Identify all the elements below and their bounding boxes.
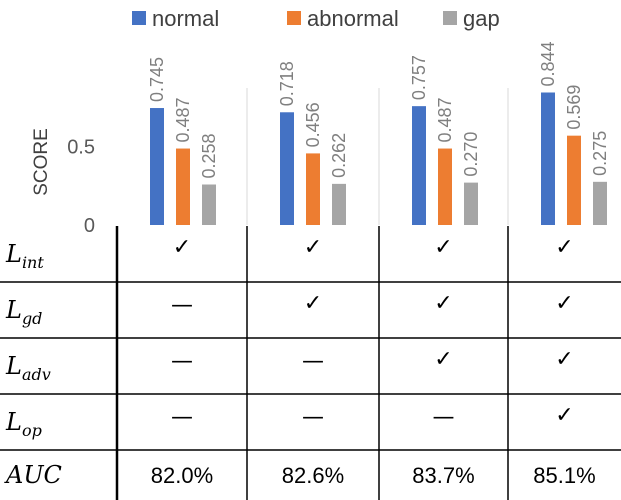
bar-abnormal-1	[176, 148, 190, 225]
data-label-normal-2: 0.718	[277, 61, 297, 106]
ablation-table: Lint ✓ ✓ ✓ ✓ Lgd — ✓ ✓ ✓ Ladv — — ✓ ✓ Lop — — — ✓ AUC 82.0% 82…	[0, 226, 621, 500]
bar-gap-1	[202, 184, 216, 225]
bar-normal-2	[280, 112, 294, 225]
group-separators	[246, 88, 509, 225]
data-label-abnormal-2: 0.456	[303, 102, 323, 147]
data-label-gap-4: 0.275	[590, 131, 610, 176]
auc-value: 83.7%	[412, 463, 474, 488]
bar-gap-2	[332, 183, 346, 225]
row-label-adv: Ladv	[5, 352, 51, 384]
bar-normal-1	[150, 108, 164, 225]
bars	[150, 92, 607, 225]
auc-value: 82.0%	[151, 463, 213, 488]
dash-icon: —	[302, 349, 324, 374]
bar-gap-4	[593, 181, 607, 225]
check-icon: ✓	[555, 403, 573, 428]
bar-gap-3	[464, 182, 478, 225]
y-tick-label: 0	[84, 215, 95, 237]
y-axis: SCORE 0 0.5	[31, 128, 95, 237]
data-label-normal-3: 0.757	[409, 55, 429, 100]
row-label-op: Lop	[5, 408, 42, 440]
legend-label-normal: normal	[152, 6, 219, 31]
check-icon: ✓	[434, 235, 452, 260]
data-label-abnormal-3: 0.487	[435, 97, 455, 142]
legend-label-gap: gap	[463, 6, 500, 31]
data-label-gap-1: 0.258	[199, 133, 219, 178]
legend-label-abnormal: abnormal	[307, 6, 399, 31]
data-label-gap-2: 0.262	[329, 133, 349, 178]
legend-swatch-normal	[132, 11, 146, 25]
y-tick-label: 0.5	[67, 137, 95, 159]
check-icon: ✓	[173, 235, 191, 260]
row-label-int: Lint	[5, 240, 44, 272]
data-label-abnormal-1: 0.487	[173, 97, 193, 142]
data-label-abnormal-4: 0.569	[564, 85, 584, 130]
dash-icon: —	[171, 293, 193, 318]
check-icon: ✓	[555, 235, 573, 260]
bar-abnormal-2	[306, 153, 320, 225]
check-icon: ✓	[304, 291, 322, 316]
bar-abnormal-4	[567, 135, 581, 225]
dash-icon: —	[171, 349, 193, 374]
data-label-normal-4: 0.844	[538, 41, 558, 86]
y-axis-label: SCORE	[31, 128, 52, 196]
auc-value: 85.1%	[533, 463, 595, 488]
auc-row-label: AUC	[4, 461, 62, 489]
bar-normal-3	[412, 106, 426, 225]
dash-icon: —	[302, 405, 324, 430]
check-icon: ✓	[434, 291, 452, 316]
row-label-gd: Lgd	[5, 296, 42, 328]
dash-icon: —	[171, 405, 193, 430]
data-label-normal-1: 0.745	[147, 57, 167, 102]
auc-value: 82.6%	[282, 463, 344, 488]
legend-swatch-gap	[443, 11, 457, 25]
bar-normal-4	[541, 92, 555, 225]
check-icon: ✓	[555, 347, 573, 372]
data-label-gap-3: 0.270	[461, 132, 481, 177]
check-icon: ✓	[434, 347, 452, 372]
legend-swatch-abnormal	[287, 11, 301, 25]
bar-abnormal-3	[438, 148, 452, 225]
legend: normal abnormal gap	[132, 6, 500, 31]
dash-icon: —	[433, 405, 455, 430]
check-icon: ✓	[555, 291, 573, 316]
data-labels: 0.745 0.487 0.258 0.718 0.456 0.262 0.757 0.487…	[147, 41, 610, 178]
check-icon: ✓	[304, 235, 322, 260]
